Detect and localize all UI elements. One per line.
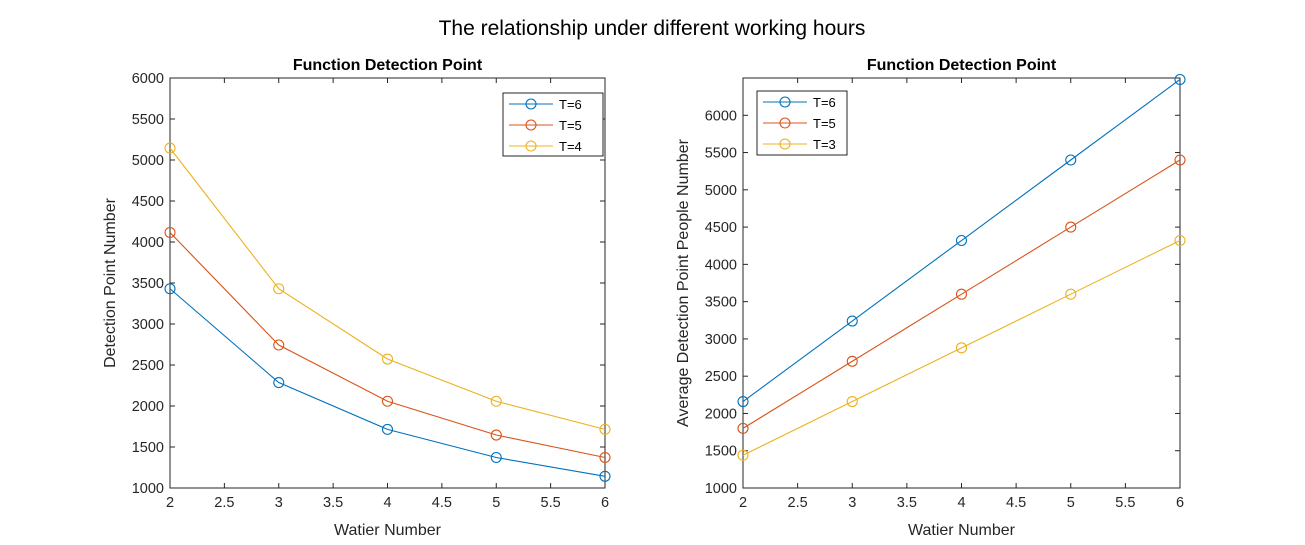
x-tick-label: 4 [957, 495, 965, 511]
y-tick-label: 5000 [132, 153, 164, 169]
legend-marker [779, 138, 791, 150]
data-point [846, 355, 858, 367]
x-axis-label: Watier Number [908, 522, 1016, 539]
y-tick-label: 6000 [132, 71, 164, 87]
data-point [490, 429, 502, 441]
series-line-t6 [742, 79, 1181, 402]
y-tick-label: 2500 [705, 369, 737, 385]
y-tick-label: 1000 [705, 481, 737, 497]
data-point [1174, 154, 1186, 166]
x-tick-label: 3.5 [897, 495, 917, 511]
data-point [846, 395, 858, 408]
legend-label: T=5 [559, 118, 582, 133]
x-tick-label: 5.5 [1115, 495, 1135, 511]
data-point [737, 395, 749, 408]
x-tick-label: 6 [601, 495, 609, 511]
y-tick-label: 2000 [705, 406, 737, 422]
data-point [164, 226, 176, 239]
data-point [955, 288, 968, 300]
x-tick-label: 2 [739, 495, 747, 511]
data-point [599, 470, 611, 482]
x-tick-label: 4.5 [1006, 495, 1026, 511]
data-point [381, 353, 394, 365]
data-point [599, 451, 611, 464]
x-axis-label: Watier Number [334, 522, 442, 539]
data-point [737, 422, 749, 434]
figure-suptitle: The relationship under different working… [439, 17, 866, 40]
legend-marker [525, 98, 537, 110]
y-tick-label: 4500 [705, 220, 737, 236]
legend-label: T=6 [559, 97, 582, 112]
left-chart: 2 2.5 3 3.5 4 4.5 5 5.5 6 1000 1500 2000 2500 3000 350… [102, 57, 611, 539]
x-tick-label: 3.5 [323, 495, 343, 511]
legend-marker [779, 96, 791, 108]
data-point [164, 283, 176, 295]
x-tick-label: 4.5 [432, 495, 452, 511]
y-tick-label: 1500 [705, 444, 737, 460]
x-tick-label: 2.5 [788, 495, 808, 511]
data-point [273, 283, 285, 295]
data-point [1065, 288, 1077, 300]
x-tick-label: 5 [492, 495, 500, 511]
data-point [737, 449, 749, 461]
data-point [273, 339, 285, 351]
y-tick-label: 1000 [132, 481, 164, 497]
series-line-t5 [742, 159, 1181, 429]
x-tick-label: 5 [1067, 495, 1075, 511]
y-tick-label: 2500 [132, 358, 164, 374]
series-line-t3 [742, 240, 1181, 456]
data-point [490, 395, 502, 407]
legend-label: T=5 [813, 116, 836, 131]
series-line-t4 [169, 147, 606, 430]
x-tick-label: 5.5 [541, 495, 561, 511]
legend-marker [525, 119, 537, 131]
y-tick-label: 3000 [705, 332, 737, 348]
series-line-t5 [169, 232, 606, 459]
y-tick-label: 3000 [132, 317, 164, 333]
y-tick-label: 2000 [132, 399, 164, 415]
legend-marker [779, 117, 791, 129]
x-tick-label: 3 [848, 495, 856, 511]
data-point [381, 395, 394, 407]
chart-title: Function Detection Point [867, 57, 1057, 74]
y-tick-label: 1500 [132, 440, 164, 456]
chart-title: Function Detection Point [293, 57, 483, 74]
data-point [1174, 73, 1186, 86]
data-point [381, 423, 394, 435]
y-axis-label: Detection Point Number [102, 197, 119, 368]
data-point [955, 342, 968, 354]
data-point [846, 315, 858, 327]
x-tick-label: 6 [1176, 495, 1184, 511]
data-point [273, 376, 285, 389]
data-point [955, 234, 968, 247]
y-tick-label: 6000 [705, 108, 737, 124]
y-tick-label: 5500 [705, 146, 737, 162]
series-line-t6 [169, 288, 606, 477]
legend-label: T=6 [813, 95, 836, 110]
data-point [490, 451, 502, 464]
legend-label: T=3 [813, 137, 836, 152]
y-tick-label: 4000 [705, 257, 737, 273]
legend-label: T=4 [559, 139, 582, 154]
y-tick-label: 3500 [132, 276, 164, 292]
x-tick-label: 4 [383, 495, 391, 511]
data-point [599, 423, 611, 435]
x-tick-label: 2 [166, 495, 174, 511]
data-point [1065, 154, 1077, 166]
x-tick-label: 2.5 [214, 495, 234, 511]
y-tick-label: 5500 [132, 112, 164, 128]
data-point [1065, 221, 1077, 233]
x-tick-label: 3 [275, 495, 283, 511]
y-axis-label: Average Detection Point People Number [675, 138, 692, 427]
y-tick-label: 3500 [705, 295, 737, 311]
y-tick-label: 5000 [705, 183, 737, 199]
legend-marker [525, 140, 537, 152]
right-chart: 2 2.5 3 3.5 4 4.5 5 5.5 6 1000 1500 2000 2500 3000 350… [675, 57, 1186, 539]
y-tick-label: 4500 [132, 194, 164, 210]
y-tick-label: 4000 [132, 235, 164, 251]
data-point [164, 142, 176, 154]
data-point [1174, 234, 1186, 247]
